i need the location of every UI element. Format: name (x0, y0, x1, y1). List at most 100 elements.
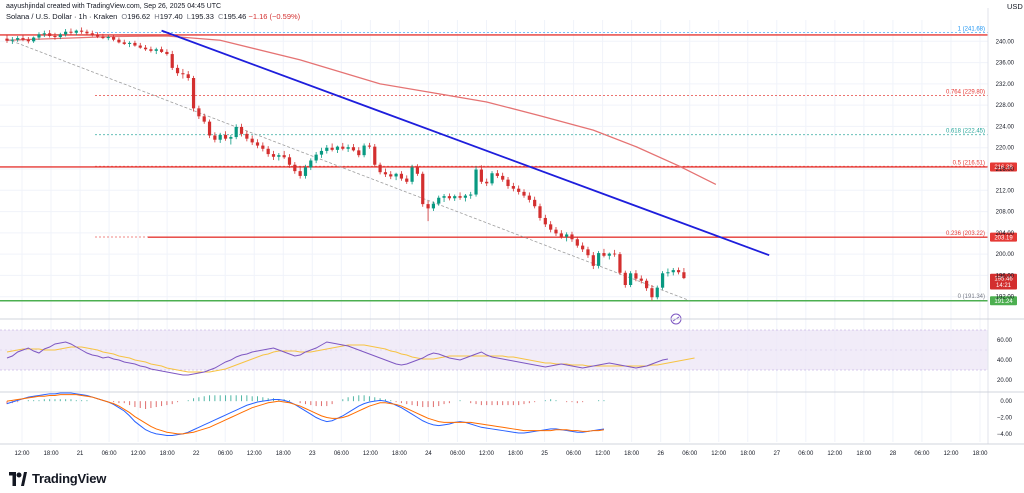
time-tick-label: 18:00 (508, 451, 524, 457)
price-badge-bg (990, 232, 1017, 242)
fib-level-label: 0.618 (222.45) (946, 129, 985, 135)
time-tick-label: 06:00 (682, 451, 698, 457)
candle-body (21, 38, 25, 40)
time-tick-label: 18:00 (740, 451, 756, 457)
candle-body (410, 167, 414, 182)
candle (26, 37, 30, 44)
time-tick-label: 18:00 (276, 451, 292, 457)
candle-body (106, 37, 110, 39)
candle (16, 35, 20, 42)
candle-body (671, 270, 675, 273)
candle-body (645, 280, 649, 289)
candle (10, 37, 14, 44)
candle-body (341, 146, 345, 149)
candle-body (517, 188, 521, 192)
fib-level-value: (229.80) (963, 90, 985, 96)
candle-body (639, 278, 643, 281)
candle (581, 242, 585, 253)
ticker-info: Solana / U.S. Dollar · 1h · Kraken O196.… (6, 12, 300, 21)
candle (522, 189, 526, 198)
candle-body (127, 42, 132, 44)
candle (69, 28, 73, 35)
candle-body (181, 73, 185, 75)
candle-body (48, 33, 52, 36)
time-tick-label: 25 (541, 451, 548, 457)
candle-body (112, 37, 116, 40)
candle (319, 147, 324, 158)
chart-grid (0, 20, 988, 442)
candle-body (533, 199, 537, 207)
candle (378, 162, 382, 175)
candle-body (191, 78, 196, 109)
currency-label: USD (1007, 2, 1023, 11)
candle (293, 162, 297, 174)
candle-body (37, 34, 41, 38)
price-tick-label: 192.00 (996, 295, 1015, 301)
candle-body (53, 35, 57, 38)
candle-body (32, 37, 36, 42)
candle (5, 34, 9, 43)
candle-body (469, 194, 473, 196)
candle-body (298, 171, 302, 176)
candle (42, 30, 46, 38)
candle (282, 150, 286, 159)
candle (32, 36, 36, 43)
candle (431, 201, 435, 212)
candle-body (597, 253, 601, 266)
candle-body (415, 167, 420, 174)
tradingview-logo[interactable]: TradingView (8, 471, 106, 486)
candle-body (154, 49, 158, 51)
candle (213, 132, 217, 143)
candle-body (506, 179, 510, 187)
candle (101, 33, 105, 40)
time-tick-label: 28 (890, 451, 897, 457)
candle-body (565, 234, 569, 237)
candle (559, 230, 563, 239)
candle (122, 39, 126, 46)
candle-body (261, 145, 265, 149)
time-tick-label: 24 (425, 451, 432, 457)
candle (106, 35, 110, 41)
high-label: H (154, 12, 160, 21)
price-tick-label: 200.00 (996, 252, 1015, 258)
candle-body (618, 254, 622, 273)
candle (314, 151, 318, 164)
candle-body (682, 272, 686, 279)
candle-body (282, 155, 286, 158)
candle (490, 171, 494, 186)
candle-body (490, 173, 494, 184)
candle (181, 68, 185, 79)
candle-body (5, 38, 9, 41)
price-pane: 1 (241.68) 0.764 (229.80) 0.618 (222.45) 0.… (0, 26, 1017, 325)
candle (197, 105, 201, 119)
macd-signal-line (6, 394, 605, 435)
candle (650, 285, 654, 301)
symbol-title: Solana / U.S. Dollar · 1h · Kraken (6, 12, 118, 21)
candle-body (16, 38, 20, 40)
candle (298, 166, 302, 179)
candle (554, 227, 558, 237)
candle-body (64, 31, 68, 35)
fib-level-value: (203.22) (963, 231, 985, 237)
candle (485, 178, 489, 187)
candle-body (581, 245, 585, 250)
price-tick-label: 208.00 (996, 210, 1015, 216)
time-tick-label: 18:00 (44, 451, 60, 457)
rsi-tick-label: 60.00 (997, 338, 1013, 344)
candle (453, 194, 457, 201)
candle-body (26, 39, 30, 42)
price-badge-text: 216.38 (994, 165, 1013, 171)
candle (90, 30, 94, 37)
candle (80, 27, 84, 34)
macd-tick-label: −4.00 (997, 432, 1013, 438)
candle-body (421, 173, 425, 205)
candle-body (575, 239, 579, 246)
candle-body (522, 191, 526, 196)
candle (405, 175, 409, 184)
candle-body (10, 39, 14, 41)
price-badge-bg (990, 296, 1017, 306)
fib-level-label: 0.5 (216.51) (953, 160, 985, 166)
candle (143, 45, 148, 51)
